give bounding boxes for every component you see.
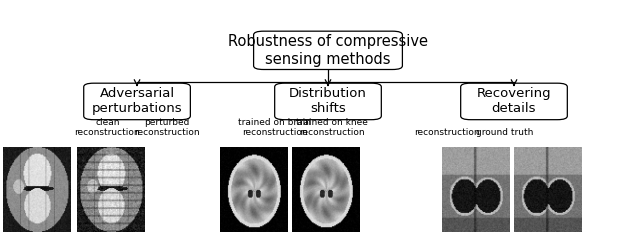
FancyBboxPatch shape — [253, 31, 403, 69]
FancyBboxPatch shape — [84, 83, 190, 120]
FancyBboxPatch shape — [461, 83, 567, 120]
Text: Robustness of compressive
sensing methods: Robustness of compressive sensing method… — [228, 34, 428, 67]
Text: ground truth: ground truth — [476, 128, 534, 137]
Text: Recovering
details: Recovering details — [477, 87, 551, 115]
Text: trained on knee
reconstruction: trained on knee reconstruction — [296, 118, 367, 137]
FancyBboxPatch shape — [275, 83, 381, 120]
Text: Distribution
shifts: Distribution shifts — [289, 87, 367, 115]
Text: clean
reconstruction: clean reconstruction — [74, 118, 140, 137]
Text: perturbed
reconstruction: perturbed reconstruction — [134, 118, 200, 137]
Text: reconstruction: reconstruction — [414, 128, 480, 137]
Text: Adversarial
perturbations: Adversarial perturbations — [92, 87, 182, 115]
Text: trained on brain
reconstruction: trained on brain reconstruction — [239, 118, 312, 137]
